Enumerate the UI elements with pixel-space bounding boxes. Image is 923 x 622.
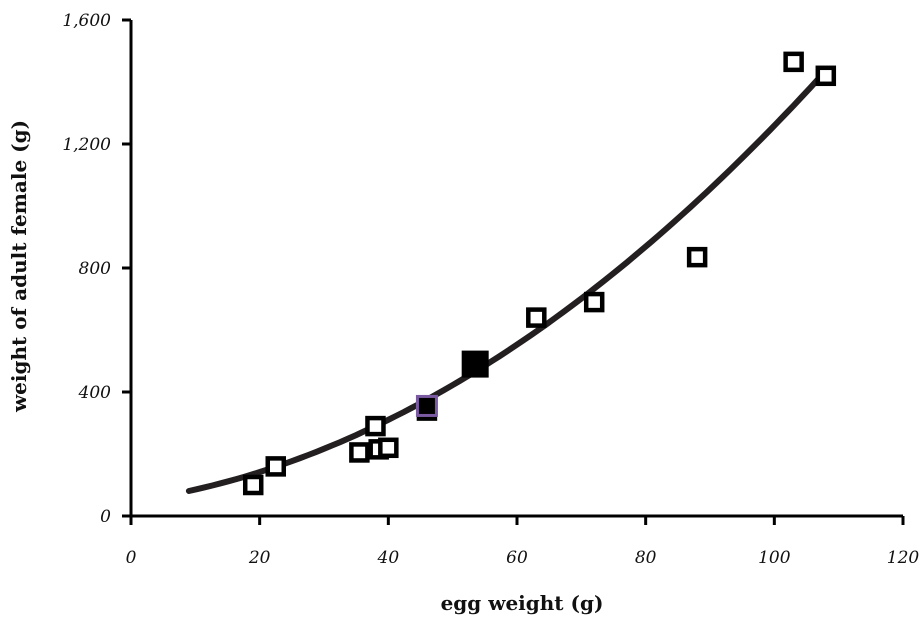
data-points bbox=[242, 51, 837, 496]
open-square-point bbox=[265, 456, 286, 477]
open-square-point bbox=[378, 437, 399, 459]
y-tick-label: 1,600 bbox=[62, 11, 111, 31]
x-tick-label: 0 bbox=[126, 548, 137, 568]
x-tick-label: 40 bbox=[377, 548, 400, 568]
x-tick-label: 80 bbox=[635, 548, 657, 568]
x-tick-label: 20 bbox=[248, 548, 271, 568]
trend-line-layer bbox=[185, 67, 829, 494]
filled-square-point bbox=[461, 350, 489, 378]
y-tick-label: 1,200 bbox=[62, 135, 111, 155]
open-square-point bbox=[583, 291, 605, 313]
y-tick-label: 0 bbox=[100, 507, 111, 527]
open-square-point bbox=[815, 65, 837, 87]
x-tick-label: 60 bbox=[506, 548, 528, 568]
x-tick-label: 100 bbox=[758, 548, 791, 568]
y-axis-title: weight of adult female (g) bbox=[7, 120, 31, 413]
open-square-point bbox=[242, 474, 264, 496]
x-tick-label: 120 bbox=[887, 548, 920, 568]
open-square-point bbox=[686, 246, 708, 268]
open-square-point bbox=[526, 307, 547, 328]
highlighted-square-point bbox=[415, 394, 438, 417]
open-square-point bbox=[349, 442, 370, 463]
open-square-point bbox=[783, 51, 804, 73]
axes bbox=[129, 20, 903, 518]
open-square-point bbox=[365, 415, 386, 437]
y-tick-label: 400 bbox=[78, 383, 112, 403]
y-tick-label: 800 bbox=[79, 259, 112, 279]
trend-line bbox=[185, 67, 829, 494]
x-axis-title: egg weight (g) bbox=[441, 591, 604, 615]
axis-ticks: 0 20 40 60 80 100 120 0 400 800 1,200 1,600 bbox=[62, 11, 919, 568]
